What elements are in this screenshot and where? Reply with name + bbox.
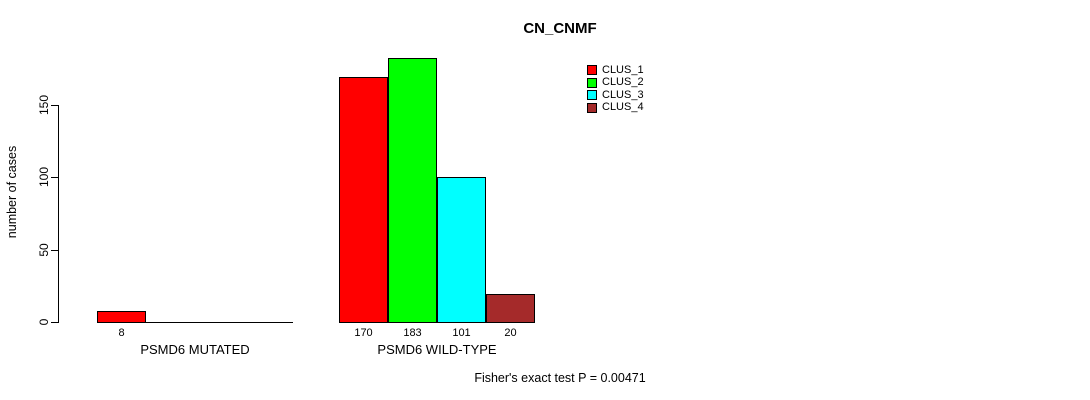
bar-value-label: 8 <box>118 327 125 339</box>
y-axis-tick <box>51 177 58 179</box>
legend: CLUS_1 CLUS_2 CLUS_3 CLUS_4 <box>587 64 644 114</box>
y-axis-line <box>58 105 59 323</box>
y-axis-tick-label: 100 <box>37 167 51 188</box>
bar-clus_2 <box>388 58 437 323</box>
bar-value-label: 183 <box>403 327 422 339</box>
chart-title: CN_CNMF <box>523 20 597 37</box>
y-axis-tick-label: 50 <box>37 242 51 257</box>
legend-item: CLUS_1 <box>587 64 644 77</box>
bar-clus_1 <box>339 77 388 323</box>
legend-label: CLUS_2 <box>602 76 644 89</box>
legend-swatch-clus_2 <box>587 77 597 88</box>
y-axis-tick-label: 150 <box>37 94 51 116</box>
bar-value-label: 101 <box>452 327 471 339</box>
legend-item: CLUS_3 <box>587 89 644 102</box>
legend-item: CLUS_4 <box>587 102 644 115</box>
legend-label: CLUS_4 <box>602 101 644 114</box>
legend-swatch-clus_3 <box>587 90 597 101</box>
x-axis-baseline <box>97 322 293 323</box>
y-axis-tick <box>51 249 58 251</box>
bar-value-label: 170 <box>354 327 373 339</box>
legend-swatch-clus_4 <box>587 102 597 113</box>
legend-label: CLUS_1 <box>602 63 644 76</box>
bar-clus_4 <box>486 294 535 323</box>
bar-clus_3 <box>437 177 486 323</box>
bar-clus_1 <box>97 311 146 323</box>
legend-item: CLUS_2 <box>587 77 644 90</box>
y-axis-tick <box>51 105 58 106</box>
group-label: PSMD6 WILD-TYPE <box>377 342 497 357</box>
y-axis-tick-label: 0 <box>37 318 51 326</box>
footnote-text: Fisher's exact test P = 0.00471 <box>474 371 646 385</box>
y-axis-tick <box>51 322 58 323</box>
y-axis-label: number of cases <box>5 145 19 239</box>
bar-value-label: 20 <box>504 327 517 339</box>
legend-swatch-clus_1 <box>587 65 597 76</box>
legend-label: CLUS_3 <box>602 88 644 101</box>
group-label: PSMD6 MUTATED <box>140 342 250 357</box>
